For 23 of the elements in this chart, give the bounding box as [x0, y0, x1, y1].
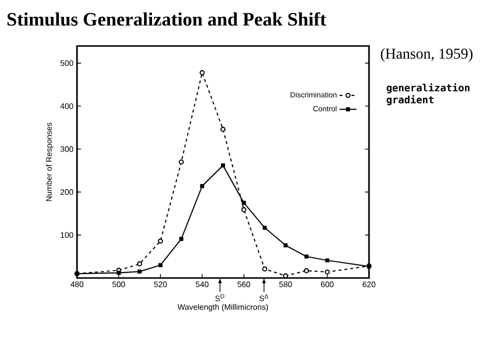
point	[241, 207, 246, 212]
point	[158, 238, 163, 244]
point	[242, 200, 246, 205]
point	[304, 254, 308, 259]
point	[325, 258, 330, 262]
point	[200, 184, 204, 188]
point	[179, 236, 184, 241]
point	[178, 159, 184, 165]
point	[220, 163, 226, 168]
point	[137, 261, 142, 266]
point	[200, 70, 205, 76]
point	[324, 269, 330, 275]
point	[304, 268, 309, 274]
text: (Hanson, 1959)	[380, 48, 473, 62]
point	[116, 270, 121, 275]
point	[262, 266, 268, 272]
point	[158, 263, 162, 268]
point	[220, 126, 226, 132]
point	[262, 226, 267, 230]
point	[138, 270, 142, 274]
point	[284, 243, 288, 248]
text: generalization gradient	[386, 83, 470, 106]
chart-title: Stimulus Generalization and Peak Shift	[8, 12, 326, 26]
